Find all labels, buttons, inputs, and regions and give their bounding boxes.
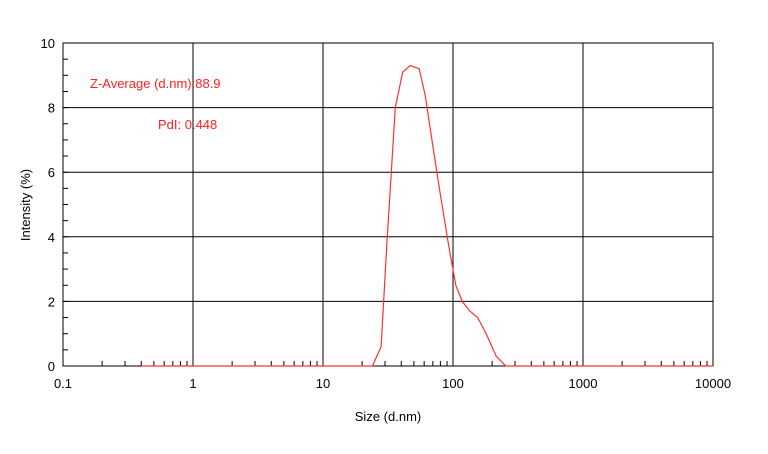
x-tick-labels: 0.1 1 10 100 1000 10000 xyxy=(54,376,731,391)
y-tick-label: 2 xyxy=(48,294,55,309)
y-tick-label: 8 xyxy=(48,101,55,116)
y-tick-labels: 0 2 4 6 8 10 xyxy=(41,36,55,374)
x-tick-label: 1 xyxy=(189,376,196,391)
annotation-pdi: PdI: 0.448 xyxy=(158,117,217,132)
x-tick-label: 10 xyxy=(316,376,330,391)
x-tick-label: 1000 xyxy=(569,376,598,391)
x-tick-label: 0.1 xyxy=(54,376,72,391)
annotation-z-average: Z-Average (d.nm):88.9 xyxy=(90,76,221,91)
x-tick-label: 10000 xyxy=(695,376,731,391)
y-tick-label: 6 xyxy=(48,165,55,180)
y-tick-label: 0 xyxy=(48,359,55,374)
minor-ticks xyxy=(63,42,708,367)
plot-area xyxy=(62,42,714,367)
intensity-curve xyxy=(141,64,713,367)
y-tick-label: 4 xyxy=(48,230,55,245)
y-axis-label: Intensity (%) xyxy=(18,169,33,241)
x-tick-label: 100 xyxy=(442,376,464,391)
y-tick-label: 10 xyxy=(41,36,55,51)
x-axis-label: Size (d.nm) xyxy=(355,409,421,424)
grid-lines xyxy=(63,43,713,366)
